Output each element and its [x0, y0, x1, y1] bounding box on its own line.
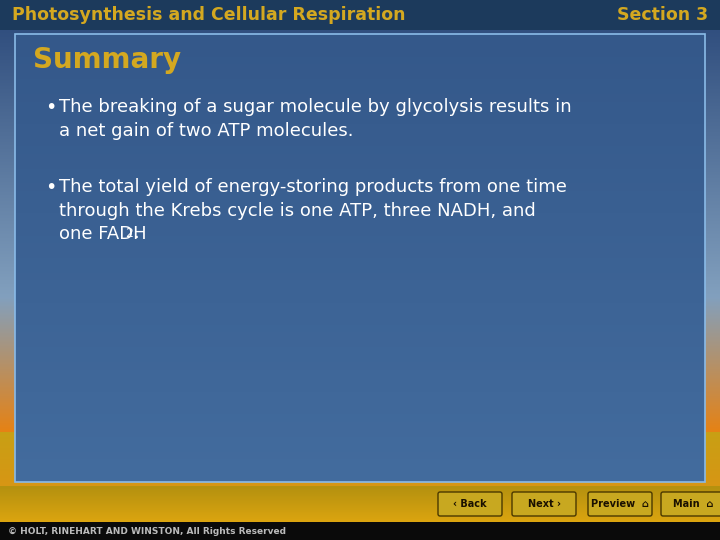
- FancyBboxPatch shape: [588, 492, 652, 516]
- Text: •: •: [45, 98, 56, 117]
- Text: The total yield of energy-storing products from one time
through the Krebs cycle: The total yield of energy-storing produc…: [59, 178, 567, 243]
- Text: ‹ Back: ‹ Back: [453, 499, 487, 509]
- FancyBboxPatch shape: [512, 492, 576, 516]
- Text: Section 3: Section 3: [617, 6, 708, 24]
- FancyBboxPatch shape: [661, 492, 720, 516]
- Bar: [0, 522, 720, 540]
- FancyBboxPatch shape: [438, 492, 502, 516]
- Text: 2: 2: [125, 227, 133, 240]
- Text: Main  ⌂: Main ⌂: [672, 499, 714, 509]
- Text: Summary: Summary: [33, 46, 181, 74]
- Text: Photosynthesis and Cellular Respiration: Photosynthesis and Cellular Respiration: [12, 6, 405, 24]
- Text: Next ›: Next ›: [528, 499, 560, 509]
- Text: Preview  ⌂: Preview ⌂: [591, 499, 649, 509]
- Text: © HOLT, RINEHART AND WINSTON, All Rights Reserved: © HOLT, RINEHART AND WINSTON, All Rights…: [8, 526, 286, 536]
- Bar: [0, 0, 720, 30]
- Text: The breaking of a sugar molecule by glycolysis results in
a net gain of two ATP : The breaking of a sugar molecule by glyc…: [59, 98, 572, 140]
- Text: .: .: [133, 224, 139, 241]
- Text: •: •: [45, 178, 56, 197]
